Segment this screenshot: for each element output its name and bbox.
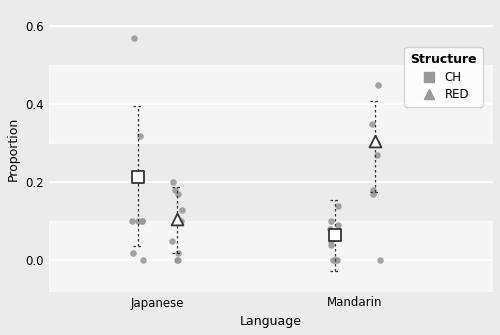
Point — [170, 180, 177, 185]
Point — [369, 192, 377, 197]
Point — [368, 121, 376, 127]
Point — [331, 232, 339, 238]
Point — [138, 219, 146, 224]
Point — [128, 219, 136, 224]
Bar — [49, 221, 493, 292]
Y-axis label: Proportion: Proportion — [7, 117, 20, 182]
Point — [373, 152, 381, 158]
Point — [374, 82, 382, 88]
Point — [134, 219, 142, 224]
Point — [171, 188, 179, 193]
Bar — [49, 143, 493, 221]
Point — [128, 250, 136, 255]
Point — [136, 133, 144, 138]
Point — [368, 188, 376, 193]
Point — [327, 238, 335, 244]
Point — [139, 258, 147, 263]
Point — [326, 226, 334, 232]
Point — [329, 258, 337, 263]
Point — [333, 258, 341, 263]
Point — [178, 207, 186, 212]
Point — [334, 223, 342, 228]
Point — [134, 174, 142, 179]
Point — [328, 219, 336, 224]
Point — [174, 250, 182, 255]
Point — [334, 203, 342, 208]
Bar — [49, 65, 493, 143]
Point — [331, 258, 339, 263]
Point — [173, 258, 181, 263]
Point — [130, 36, 138, 41]
Point — [131, 176, 139, 181]
Point — [373, 141, 381, 146]
Point — [376, 258, 384, 263]
Point — [138, 219, 146, 224]
Point — [177, 219, 185, 224]
Point — [370, 139, 378, 144]
Bar — [49, 7, 493, 65]
Point — [174, 217, 182, 222]
X-axis label: Language: Language — [240, 315, 302, 328]
Point — [327, 242, 335, 248]
Point — [168, 238, 176, 244]
Point — [174, 192, 182, 197]
Legend: CH, RED: CH, RED — [404, 47, 482, 107]
Point — [174, 258, 182, 263]
